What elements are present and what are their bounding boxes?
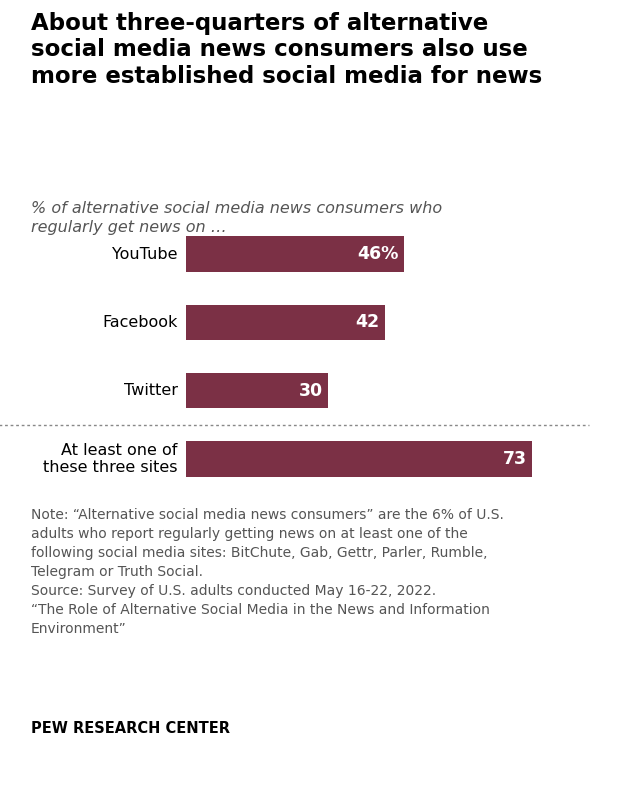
Text: % of alternative social media news consumers who
regularly get news on …: % of alternative social media news consu… <box>31 201 442 235</box>
Text: 73: 73 <box>502 450 526 468</box>
Bar <box>186 441 532 477</box>
Text: 30: 30 <box>298 381 322 400</box>
Text: Note: “Alternative social media news consumers” are the 6% of U.S.
adults who re: Note: “Alternative social media news con… <box>31 508 504 636</box>
Text: PEW RESEARCH CENTER: PEW RESEARCH CENTER <box>31 721 230 736</box>
Bar <box>186 236 404 272</box>
Text: 46%: 46% <box>357 245 399 263</box>
Text: About three-quarters of alternative
social media news consumers also use
more es: About three-quarters of alternative soci… <box>31 12 542 88</box>
Bar <box>186 305 385 340</box>
Text: 42: 42 <box>355 314 379 332</box>
Bar <box>186 373 328 408</box>
